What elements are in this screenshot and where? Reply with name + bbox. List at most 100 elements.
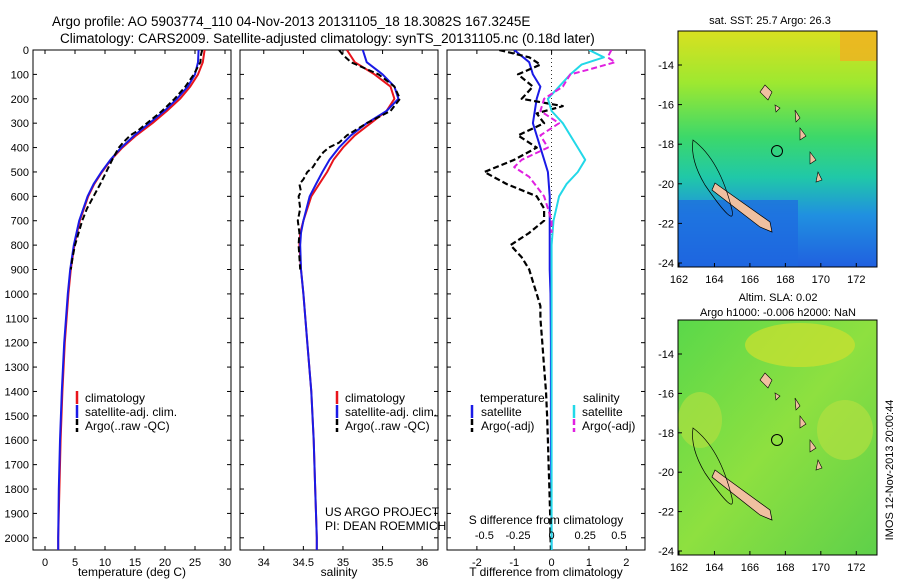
depth-tick-label: 1300: [5, 362, 29, 374]
x-tick-label: 35.5: [372, 557, 393, 569]
salinity-panel: 34 34.5 35 35.5 36 salinity climatology sate…: [239, 49, 446, 579]
depth-tick-label: 1000: [5, 289, 29, 301]
map-x-tick-label: 166: [741, 562, 759, 574]
x-tick-label: 30: [219, 557, 231, 569]
x-tick-label: 34: [258, 557, 270, 569]
map-x-tick-label: 162: [670, 562, 688, 574]
map-y-tick-label: -16: [658, 100, 674, 112]
depth-tick-label: 1400: [5, 386, 29, 398]
x-tick-label: 34.5: [293, 557, 314, 569]
x-tick-label: 25: [189, 557, 201, 569]
sla-map-axes: 162 164 166 168 170 172 -14 -16 -18 -20 -22 -24: [658, 349, 865, 574]
salinity-x-label: salinity: [321, 565, 358, 579]
x-tick-label: 2: [623, 557, 629, 569]
s-tick-label: 0.25: [575, 530, 596, 542]
salinity-depth-ticks: [240, 49, 438, 539]
vanuatu-islands: [759, 84, 823, 183]
sst-map-title: sat. SST: 25.7 Argo: 26.3: [709, 15, 831, 27]
map-x-tick-label: 164: [705, 562, 723, 574]
map-x-tick-label: 166: [741, 274, 759, 286]
s-tick-label: 0.5: [611, 530, 626, 542]
depth-tick-label: 800: [11, 240, 29, 252]
sla-map-frame: [677, 319, 878, 556]
salinity-legend: climatology satellite-adj. clim. Argo(..…: [335, 391, 437, 433]
temperature-panel: 0100200300400500600700800900100011001200…: [5, 45, 232, 579]
map-y-tick-label: -20: [658, 179, 674, 191]
x-tick-label: 10: [99, 557, 111, 569]
difference-depth-ticks: [447, 49, 645, 539]
depth-tick-label: 2000: [5, 533, 29, 545]
sla-map: Altim. SLA: 0.02 Argo h1000: -0.006 h200…: [658, 292, 878, 574]
depth-tick-label: 1200: [5, 338, 29, 350]
x-tick-label: 1: [586, 557, 592, 569]
map-x-tick-label: 172: [847, 562, 865, 574]
map-y-tick-label: -18: [658, 139, 674, 151]
difference-panel: -2 -1 0 1 2 T difference from climatology S …: [446, 49, 646, 579]
series-line-satellite-adj-clim: [57, 50, 200, 550]
legend-header-salinity: salinity: [583, 391, 620, 405]
series-line-climatology: [298, 50, 396, 550]
legend-label-climatology: climatology: [345, 391, 405, 405]
depth-tick-label: 1500: [5, 411, 29, 423]
map-y-tick-label: -20: [658, 467, 674, 479]
map-y-tick-label: -24: [658, 258, 674, 270]
sla-high-patch: [745, 323, 855, 367]
salinity-x-axis: 34 34.5 35 35.5 36: [258, 50, 428, 569]
map-y-tick-label: -16: [658, 388, 674, 400]
temperature-series: [57, 50, 206, 550]
figure-title-line1: Argo profile: AO 5903774_110 04-Nov-2013…: [52, 14, 530, 29]
argo-float-marker: [771, 145, 783, 157]
map-x-tick-label: 170: [812, 562, 830, 574]
sst-cool-patch: [678, 200, 798, 267]
sla-high-patch-west: [678, 392, 722, 448]
sla-map-title-line2: Argo h1000: -0.006 h2000: NaN: [700, 307, 856, 319]
s-tick-label: 0: [549, 530, 555, 542]
legend-label-argo: Argo(..raw -QC): [345, 419, 430, 433]
argo-float-marker-sla: [771, 434, 783, 446]
map-y-tick-label: -14: [658, 349, 674, 361]
x-tick-label: -1: [509, 557, 519, 569]
x-tick-label: 0: [549, 557, 555, 569]
legend-label-satellite: satellite-adj. clim.: [345, 405, 437, 419]
x-tick-label: 35: [337, 557, 349, 569]
x-tick-label: 20: [159, 557, 171, 569]
figure-title-line2: Climatology: CARS2009. Satellite-adjuste…: [60, 31, 595, 46]
difference-legend: temperature salinity satellite Argo(-adj…: [470, 391, 635, 433]
reef-outline-sla: [692, 427, 733, 505]
sst-map-axes: 162 164 166 168 170 172 -14 -16 -18 -20 -22 -24: [658, 60, 865, 286]
x-tick-label: 0: [42, 557, 48, 569]
legend-label-climatology: climatology: [85, 391, 145, 405]
map-y-tick-label: -14: [658, 60, 674, 72]
map-y-tick-label: -18: [658, 428, 674, 440]
x-tick-label: 5: [72, 557, 78, 569]
sla-high-patch-east: [817, 400, 873, 460]
salinity-axes-box: [239, 49, 439, 551]
map-y-tick-label: -22: [658, 507, 674, 519]
temperature-legend: climatology satellite-adj. clim. Argo(..…: [75, 391, 177, 433]
depth-tick-label: 700: [11, 216, 29, 228]
credit-pi: PI: DEAN ROEMMICH: [325, 519, 446, 533]
legend-label-s-argo: Argo(-adj): [582, 419, 635, 433]
depth-tick-label: 900: [11, 265, 29, 277]
legend-label-argo: Argo(..raw -QC): [85, 419, 170, 433]
map-x-tick-label: 168: [776, 562, 794, 574]
temperature-axes-box: [32, 49, 232, 551]
x-tick-label: 36: [416, 557, 428, 569]
depth-tick-label: 1800: [5, 484, 29, 496]
s-tick-label: -0.25: [505, 530, 530, 542]
reef-outline: [692, 139, 733, 217]
depth-tick-label: 1900: [5, 508, 29, 520]
legend-label-t-argo: Argo(-adj): [481, 419, 534, 433]
difference-axes-box: [446, 49, 646, 551]
sst-map: sat. SST: 25.7 Argo: 26.3 162 164 166 168 17…: [658, 15, 878, 286]
map-x-tick-label: 170: [812, 274, 830, 286]
sst-map-frame: [677, 30, 878, 268]
new-caledonia-island: [711, 182, 773, 233]
map-y-tick-label: -22: [658, 218, 674, 230]
temperature-x-label: temperature (deg C): [78, 565, 186, 579]
salinity-series: [296, 50, 401, 550]
sla-map-title-line1: Altim. SLA: 0.02: [739, 292, 818, 304]
series-line-t-satellite: [513, 50, 553, 550]
legend-label-t-satellite: satellite: [481, 405, 522, 419]
